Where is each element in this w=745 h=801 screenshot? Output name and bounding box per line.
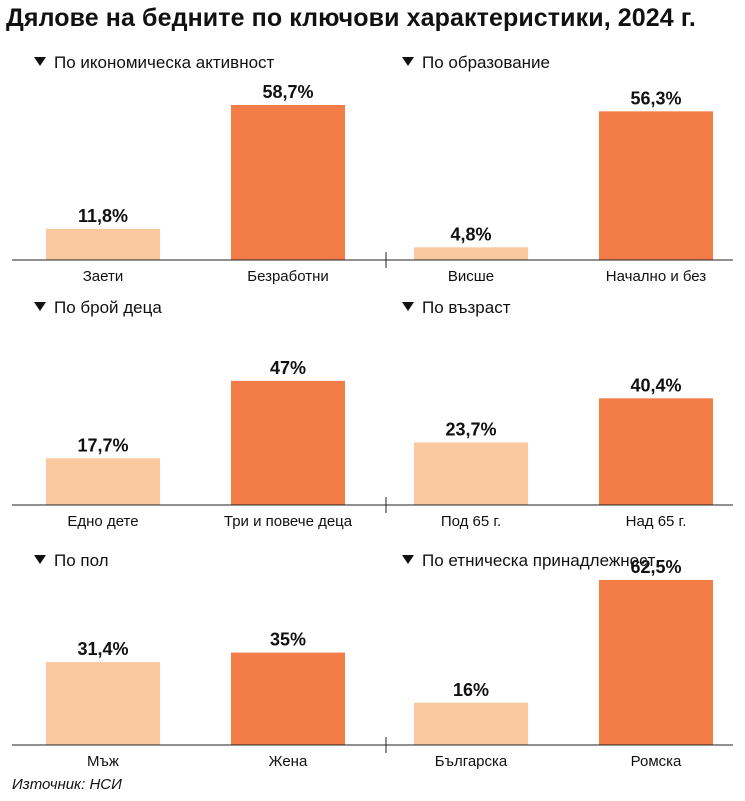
tick-label: Заети — [83, 268, 124, 285]
panel-subtitle: По пол — [54, 551, 109, 570]
data-label: 35% — [270, 630, 306, 650]
panel-subtitle: По икономическа активност — [54, 53, 275, 72]
panel-subtitle: По етническа принадлежност — [422, 551, 656, 570]
tick-label: Мъж — [87, 753, 119, 770]
bar — [231, 652, 345, 745]
bar — [414, 442, 528, 505]
data-label: 16% — [453, 680, 489, 700]
bar — [599, 398, 713, 505]
tick-label: Висше — [448, 268, 494, 285]
chart-title: Дялове на бедните по ключови характерист… — [6, 4, 696, 32]
bar — [46, 228, 160, 260]
collapse-triangle-icon — [402, 555, 414, 564]
tick-label: Над 65 г. — [626, 513, 687, 530]
bar — [599, 111, 713, 260]
tick-label: Начално и без — [606, 268, 707, 285]
collapse-triangle-icon — [34, 57, 46, 66]
collapse-triangle-icon — [34, 302, 46, 311]
tick-label: Под 65 г. — [441, 513, 501, 530]
collapse-triangle-icon — [34, 555, 46, 564]
bar — [599, 579, 713, 745]
panel-subtitle: По възраст — [422, 298, 511, 317]
data-label: 17,7% — [77, 435, 128, 455]
data-label: 23,7% — [445, 419, 496, 439]
data-label: 58,7% — [262, 82, 313, 102]
bar — [46, 458, 160, 505]
tick-label: Жена — [269, 753, 308, 770]
tick-label: Ромска — [631, 753, 682, 770]
bar — [231, 380, 345, 505]
bar — [46, 662, 160, 745]
bar — [231, 105, 345, 260]
data-label: 40,4% — [630, 375, 681, 395]
tick-label: Безработни — [247, 268, 329, 285]
tick-label: Българска — [435, 753, 508, 770]
data-label: 11,8% — [78, 206, 128, 226]
data-label: 62,5% — [630, 557, 681, 577]
collapse-triangle-icon — [402, 302, 414, 311]
data-label: 31,4% — [77, 639, 128, 659]
tick-label: Три и повече деца — [224, 513, 353, 530]
source-note: Източник: НСИ — [12, 776, 122, 793]
data-label: 56,3% — [630, 88, 681, 108]
bar — [414, 247, 528, 260]
bar — [414, 702, 528, 745]
panel-subtitle: По образование — [422, 53, 550, 72]
tick-label: Едно дете — [67, 513, 138, 530]
data-label: 47% — [270, 358, 306, 378]
panel-subtitle: По брой деца — [54, 298, 162, 317]
collapse-triangle-icon — [402, 57, 414, 66]
data-label: 4,8% — [450, 224, 491, 244]
